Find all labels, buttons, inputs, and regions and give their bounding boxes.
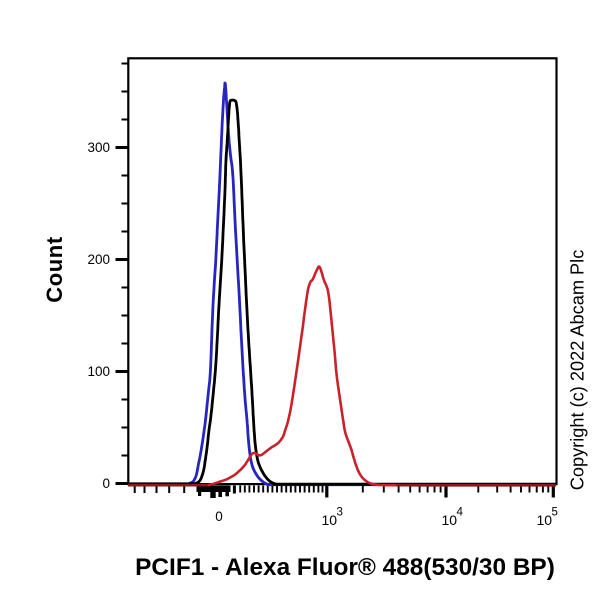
svg-text:100: 100 [87, 364, 110, 379]
svg-text:Count: Count [42, 236, 67, 303]
svg-text:3: 3 [337, 507, 343, 519]
svg-text:200: 200 [87, 252, 110, 267]
svg-text:0: 0 [215, 509, 223, 524]
svg-text:Copyright (c) 2022 Abcam Plc: Copyright (c) 2022 Abcam Plc [568, 250, 588, 491]
svg-text:4: 4 [457, 507, 464, 519]
svg-text:10: 10 [537, 512, 553, 528]
svg-text:300: 300 [87, 140, 110, 155]
svg-text:10: 10 [322, 512, 338, 528]
svg-text:0: 0 [102, 476, 110, 491]
svg-text:5: 5 [552, 507, 558, 519]
svg-text:10: 10 [442, 512, 458, 528]
svg-text:PCIF1 - Alexa Fluor® 488(530/3: PCIF1 - Alexa Fluor® 488(530/30 BP) [135, 554, 555, 581]
